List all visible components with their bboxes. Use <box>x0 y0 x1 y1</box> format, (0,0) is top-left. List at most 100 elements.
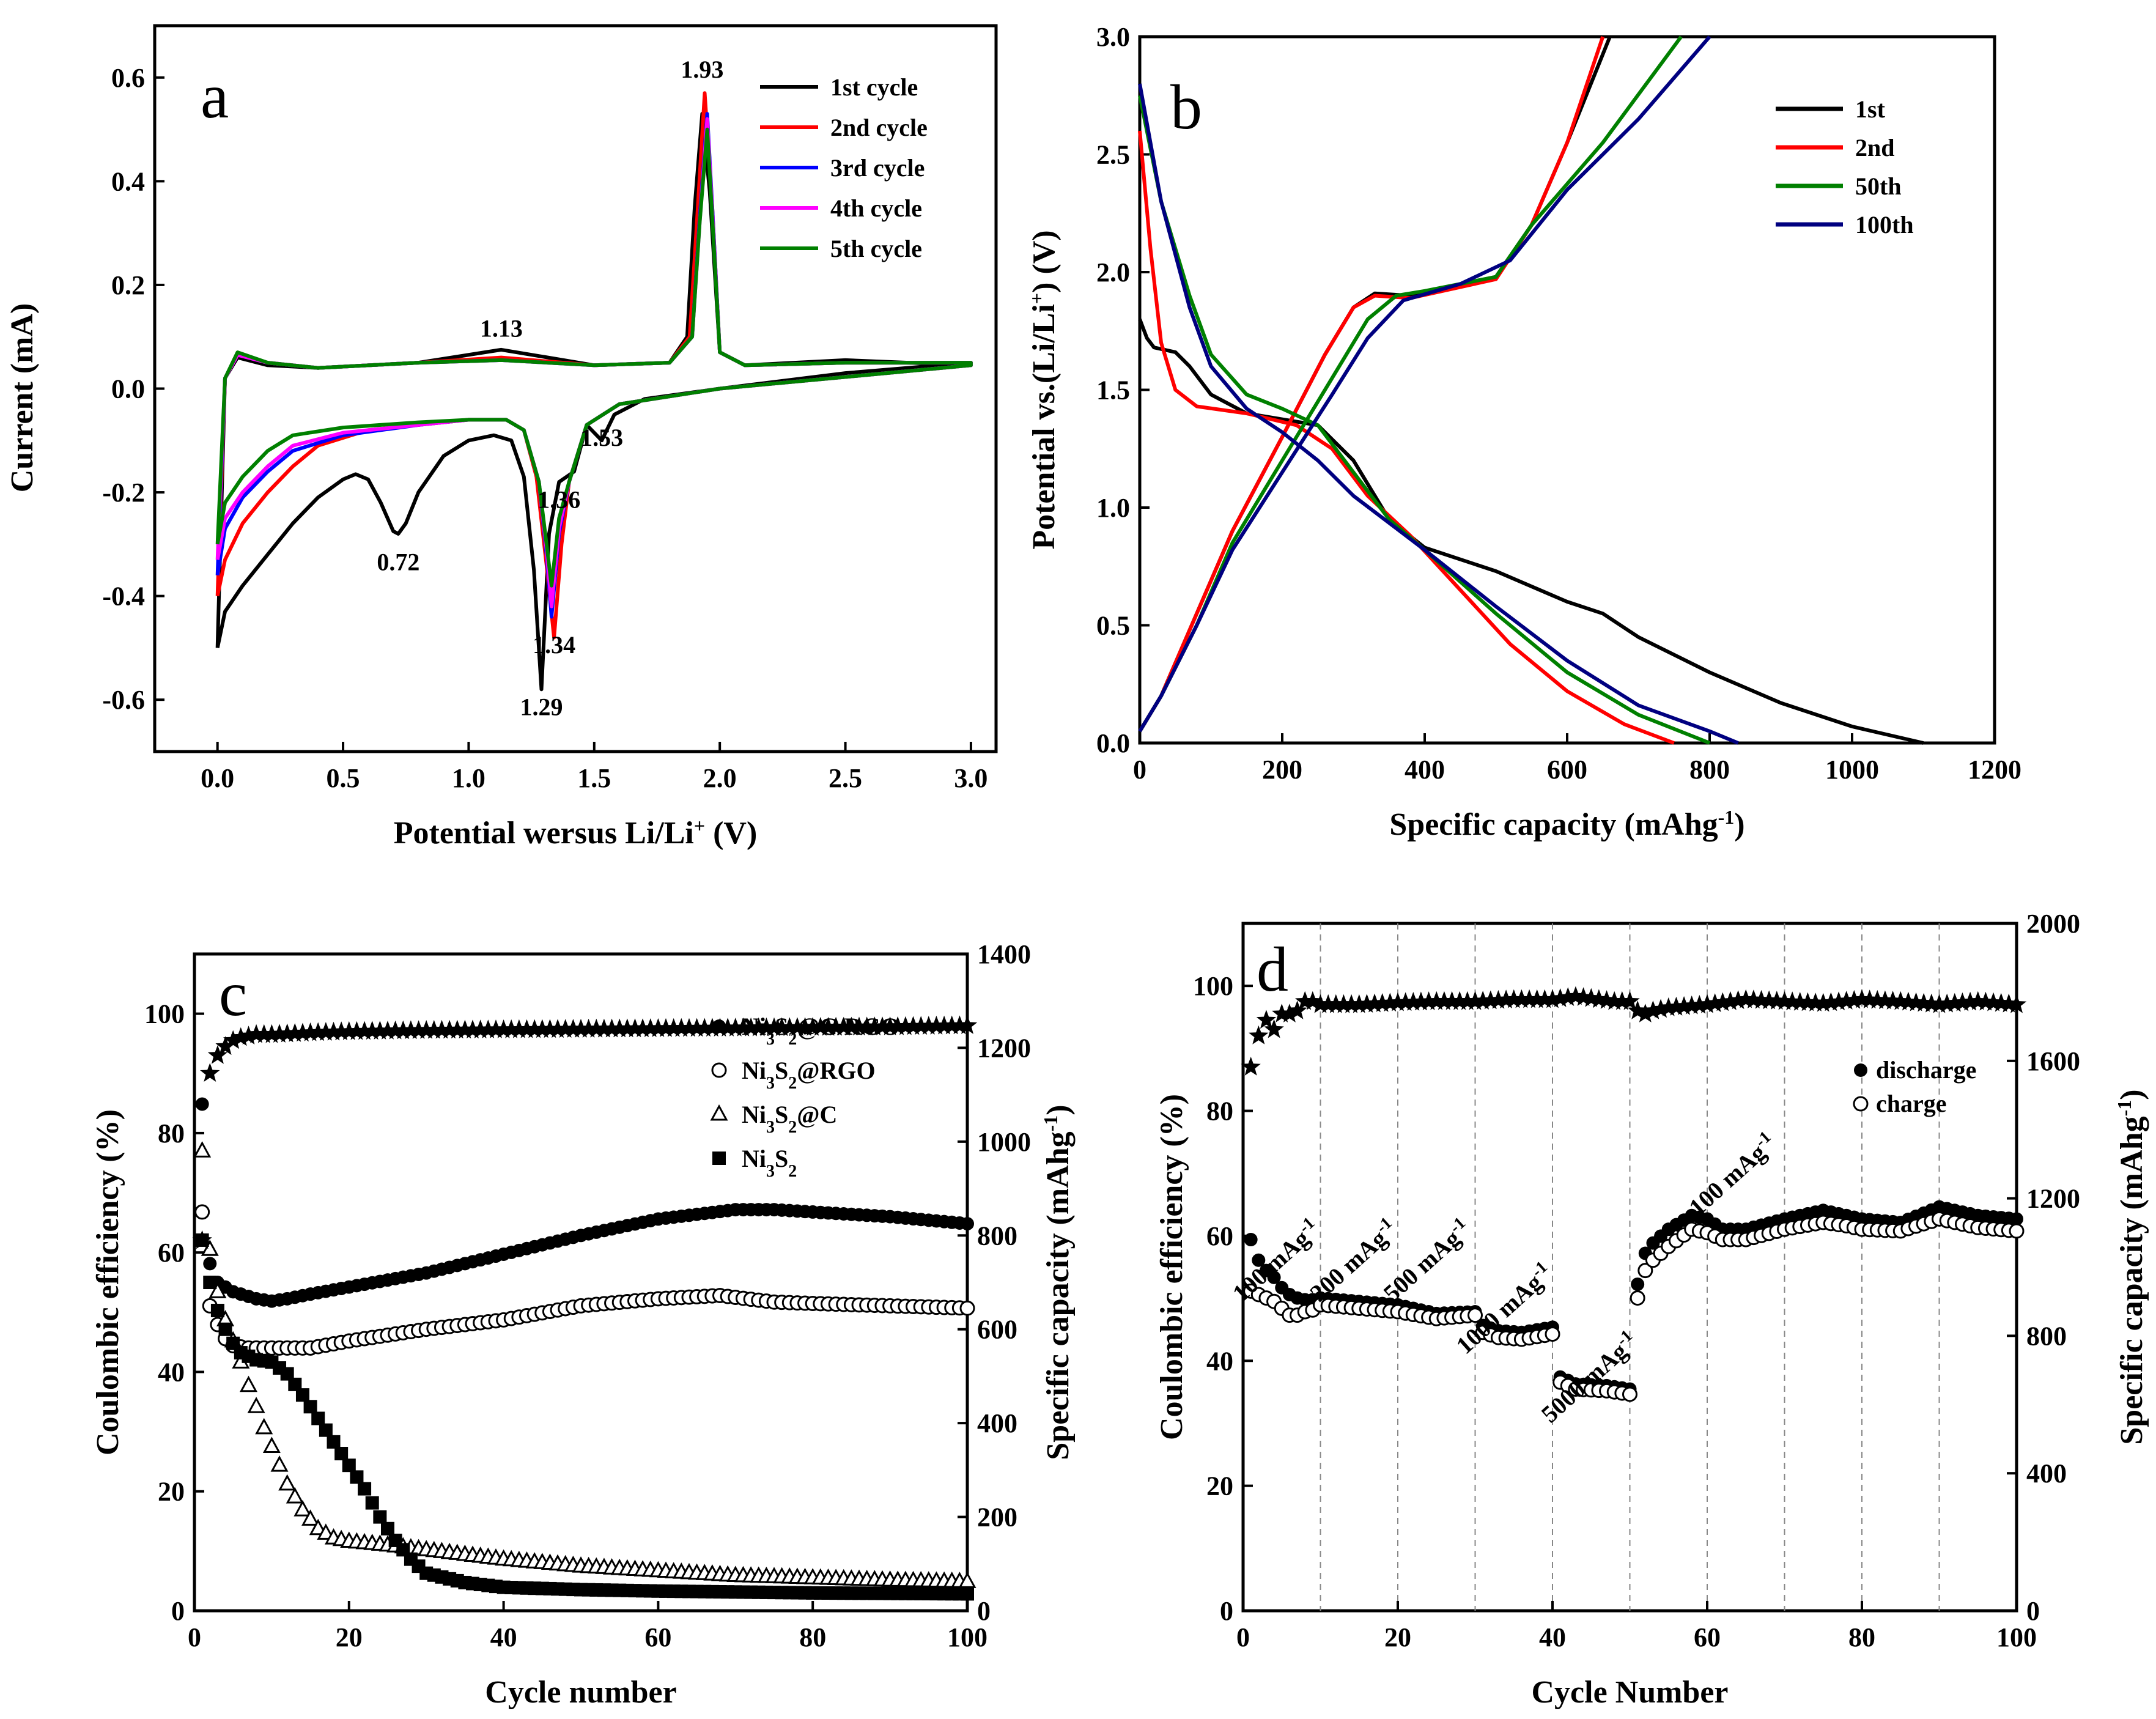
efficiency-point <box>1249 1025 1269 1044</box>
capacity-point <box>334 1447 349 1461</box>
capacity-point <box>1244 1233 1258 1247</box>
peak-label: 1.53 <box>580 424 623 451</box>
panel-a: 0.0 0.5 1.0 1.5 2.0 2.5 3.0 -0.6 -0.4 -0.2 0.0 0.2 0… <box>5 24 998 851</box>
charge-curve-100th <box>1138 35 1711 733</box>
efficiency-point <box>1419 991 1439 1010</box>
efficiency-point <box>238 1026 259 1044</box>
efficiency-point <box>1279 1004 1300 1022</box>
efficiency-point <box>347 1021 367 1040</box>
y-tick-label: 60 <box>158 1238 185 1268</box>
x-tick-label: 0.0 <box>201 763 234 793</box>
efficiency-point <box>200 1063 220 1082</box>
efficiency-point <box>1658 997 1678 1016</box>
efficiency-point <box>818 1016 838 1036</box>
capacity-point <box>255 1418 273 1435</box>
efficiency-point <box>254 1024 274 1043</box>
x-tick-label: 100 <box>947 1622 988 1652</box>
y-tick-label: 0.0 <box>111 374 145 404</box>
capacity-point <box>193 1141 212 1158</box>
efficiency-point <box>911 1016 931 1035</box>
efficiency-point <box>1713 992 1733 1011</box>
peak-label: 0.72 <box>377 548 419 575</box>
efficiency-point <box>1334 994 1354 1013</box>
x-tick-label: 1.0 <box>452 763 485 793</box>
capacity-point <box>1622 1386 1637 1402</box>
efficiency-point <box>1736 989 1756 1008</box>
efficiency-point <box>215 1036 235 1055</box>
efficiency-point <box>1372 993 1392 1012</box>
efficiency-point <box>617 1018 637 1038</box>
efficiency-point <box>1349 994 1369 1013</box>
efficiency-point <box>1782 991 1803 1011</box>
efficiency-point <box>1604 991 1625 1010</box>
capacity-point <box>317 1523 335 1540</box>
y-tick-label: 2.5 <box>1096 140 1130 170</box>
efficiency-point <box>277 1023 297 1043</box>
efficiency-point <box>950 1015 970 1035</box>
efficiency-point <box>478 1019 498 1038</box>
capacity-point <box>358 1482 372 1496</box>
legend-label: discharge <box>1876 1056 1976 1084</box>
legend-marker <box>712 1019 726 1033</box>
efficiency-point <box>748 1017 769 1037</box>
efficiency-point <box>772 1017 792 1037</box>
x-tick-label: 0.5 <box>327 763 360 793</box>
y-tick-label: 0.2 <box>111 270 145 300</box>
efficiency-point <box>1542 989 1563 1008</box>
y-tick-label: 0.5 <box>1096 611 1130 641</box>
efficiency-point <box>578 1018 599 1038</box>
efficiency-point <box>942 1015 962 1035</box>
x-tick-label: 3.0 <box>954 763 988 793</box>
x-tick-label: 600 <box>1547 755 1587 785</box>
y-tick-label: 20 <box>1206 1471 1233 1501</box>
efficiency-point <box>308 1022 328 1041</box>
y2-tick-label: 1200 <box>2026 1184 2080 1214</box>
x-tick-label: 100 <box>1996 1622 2037 1652</box>
x-tick-label: 0 <box>188 1622 201 1652</box>
efficiency-point <box>1558 987 1578 1006</box>
capacity-point <box>295 1388 309 1402</box>
efficiency-point <box>594 1018 615 1038</box>
capacity-point <box>270 1455 289 1472</box>
x-axis-label: Cycle Number <box>1531 1675 1728 1710</box>
legend-marker <box>712 1152 726 1165</box>
panel-label: a <box>201 61 229 131</box>
capacity-point <box>203 1257 217 1271</box>
x-tick-label: 40 <box>1539 1622 1566 1652</box>
efficiency-point <box>1697 994 1718 1013</box>
x-tick-label: 400 <box>1405 755 1445 785</box>
legend-label: Ni3S2@RGO <box>742 1057 876 1093</box>
peak-label: 1.93 <box>681 56 723 83</box>
legend-label: 1st <box>1855 95 1886 123</box>
y-tick-label: 40 <box>158 1357 185 1387</box>
efficiency-point <box>841 1016 862 1036</box>
efficiency-point <box>316 1022 336 1041</box>
x-tick-label: 200 <box>1262 755 1302 785</box>
efficiency-point <box>1241 1057 1261 1076</box>
efficiency-point <box>331 1021 352 1041</box>
y-tick-label: 0 <box>1220 1596 1233 1626</box>
x-tick-label: 80 <box>1848 1622 1875 1652</box>
x-tick-label: 1000 <box>1825 755 1879 785</box>
y-tick-label: 2.0 <box>1096 257 1130 287</box>
efficiency-point <box>447 1019 467 1039</box>
capacity-point <box>373 1510 387 1524</box>
y2-tick-label: 1000 <box>977 1127 1031 1157</box>
efficiency-point <box>493 1019 514 1038</box>
y-axis-label: Coulombic efficiency (%) <box>1154 1094 1189 1440</box>
capacity-point <box>239 1375 258 1392</box>
x-tick-label: 20 <box>336 1622 363 1652</box>
efficiency-point <box>1813 993 1833 1012</box>
capacity-point <box>309 1518 327 1536</box>
efficiency-point <box>455 1019 475 1039</box>
efficiency-point <box>648 1018 668 1037</box>
efficiency-point <box>1790 992 1810 1011</box>
capacity-point <box>201 1240 219 1256</box>
efficiency-point <box>192 1230 212 1249</box>
efficiency-point <box>1836 991 1856 1010</box>
capacity-point <box>247 1397 265 1413</box>
legend-marker <box>711 1062 727 1078</box>
efficiency-point <box>695 1018 715 1037</box>
panel-label: d <box>1257 934 1288 1005</box>
efficiency-point <box>424 1019 444 1039</box>
